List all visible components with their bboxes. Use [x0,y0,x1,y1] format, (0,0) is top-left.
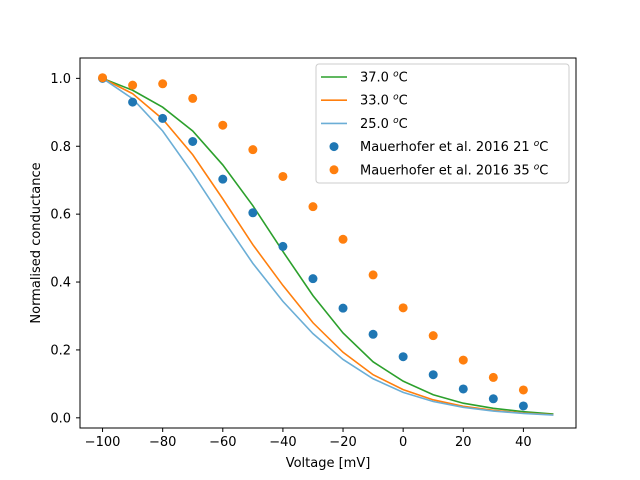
legend-label: 37.0 oC [360,70,408,86]
legend-marker-swatch [329,142,339,152]
data-point [518,401,528,411]
y-tick-label: 0.8 [50,140,71,155]
data-point [218,174,228,184]
x-tick-label: 40 [515,435,532,450]
x-tick-label: −20 [329,435,356,450]
data-point [428,370,438,380]
y-tick-label: 0.2 [50,343,71,358]
x-tick-label: 0 [399,435,407,450]
axes-frame [79,57,577,429]
y-tick-label: 1.0 [50,72,71,87]
data-point [488,394,498,404]
data-point [458,384,468,394]
plot-area [98,73,554,416]
data-point [428,331,438,341]
legend-label: Mauerhofer et al. 2016 21 oC [360,139,548,155]
x-axis-label: Voltage [mV] [286,456,371,471]
data-point [98,73,108,83]
data-point [368,270,378,280]
data-point [188,137,198,146]
data-point [278,171,288,181]
data-point [338,303,348,313]
x-tick-label: −40 [269,435,296,450]
series-line [102,77,554,416]
data-point [488,372,498,382]
x-tick-label: −80 [149,435,176,450]
data-point [308,202,318,212]
data-point [158,79,168,89]
x-tick-label: −60 [209,435,236,450]
legend-label: Mauerhofer et al. 2016 35 oC [360,162,548,178]
data-point [218,120,228,130]
x-tick-label: −100 [85,435,121,450]
data-point [158,113,168,123]
y-tick-label: 0.4 [50,276,71,291]
data-point [128,97,138,107]
legend: 37.0 oC 33.0 oC 25.0 oC Mauerhofer et al. 2… [315,63,570,184]
data-point [188,93,198,103]
data-point [458,355,468,365]
y-axis: 0.0 0.2 0.4 0.6 0.8 1.0 [50,72,80,426]
x-axis: −100 −80 −60 −40 −20 0 20 40 [85,428,532,450]
data-point [368,329,378,339]
legend-box [315,63,570,184]
data-point [128,80,138,90]
x-tick-label: 20 [455,435,472,450]
legend-label: 25.0 oC [360,116,408,132]
y-tick-label: 0.0 [50,411,71,426]
data-point [518,385,528,395]
data-point [338,234,348,244]
data-point [398,303,408,313]
series-line [102,77,554,415]
series-line [102,77,554,416]
data-point [308,274,318,284]
legend-label: 33.0 oC [360,93,408,109]
y-axis-label: Normalised conductance [29,162,44,323]
data-point [248,145,258,155]
y-tick-label: 0.6 [50,208,71,223]
data-point [278,241,288,251]
data-point [398,352,408,362]
data-point [248,208,258,218]
legend-marker-swatch [329,165,339,175]
